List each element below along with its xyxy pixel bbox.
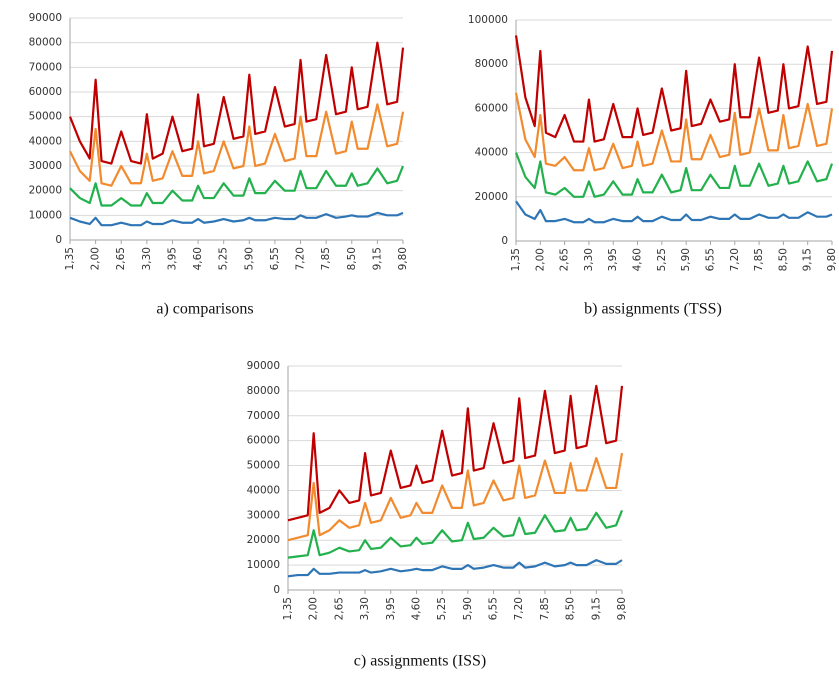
x-tick-label: 2,00 — [308, 597, 320, 620]
x-tick-label: 4,60 — [410, 597, 422, 620]
x-tick-label: 4,60 — [192, 247, 204, 270]
series-line — [287, 509, 624, 559]
x-tick-label: 9,80 — [826, 248, 838, 271]
x-tick-label: 1,35 — [64, 247, 76, 270]
x-tick-label: 3,30 — [141, 247, 153, 270]
y-tick-label: 70000 — [247, 410, 280, 422]
x-tick-label: 7,20 — [513, 597, 525, 620]
x-tick-label: 5,25 — [218, 247, 230, 270]
series-line — [287, 452, 624, 542]
x-tick-label: 2,00 — [534, 248, 546, 271]
x-tick-label: 7,85 — [320, 247, 332, 270]
x-tick-label: 8,50 — [777, 248, 789, 271]
x-tick-label: 8,50 — [565, 597, 577, 620]
y-tick-label: 30000 — [29, 160, 62, 172]
x-tick-label: 7,20 — [729, 248, 741, 271]
x-tick-label: 9,15 — [802, 248, 814, 271]
series-line — [68, 41, 405, 165]
x-tick-label: 6,55 — [488, 597, 500, 620]
series-line — [287, 384, 624, 522]
series-line — [69, 103, 405, 187]
x-tick-label: 6,55 — [704, 248, 716, 271]
x-tick-label: 3,30 — [359, 597, 371, 620]
x-tick-label: 5,25 — [656, 248, 668, 271]
series-line — [514, 35, 834, 143]
series-line — [287, 559, 623, 578]
x-tick-label: 8,50 — [346, 247, 358, 270]
y-tick-label: 20000 — [475, 191, 508, 203]
x-tick-label: 6,55 — [269, 247, 281, 270]
x-tick-label: 9,15 — [590, 597, 602, 620]
series-line — [515, 200, 833, 224]
x-tick-label: 1,35 — [282, 597, 294, 620]
y-tick-label: 80000 — [475, 58, 508, 70]
y-tick-label: 100000 — [468, 14, 508, 26]
y-tick-label: 90000 — [247, 360, 280, 372]
y-tick-label: 10000 — [247, 559, 280, 571]
x-tick-label: 7,85 — [539, 597, 551, 620]
x-tick-label: 2,65 — [115, 247, 127, 270]
series-line — [514, 152, 834, 198]
x-tick-label: 5,90 — [680, 248, 692, 271]
x-tick-label: 4,60 — [632, 248, 644, 271]
x-tick-label: 3,95 — [166, 247, 178, 270]
x-tick-label: 3,30 — [583, 248, 595, 271]
y-tick-label: 0 — [501, 235, 508, 247]
y-tick-label: 50000 — [29, 111, 62, 123]
y-tick-label: 40000 — [29, 135, 62, 147]
y-tick-label: 0 — [273, 584, 280, 596]
x-tick-label: 2,65 — [333, 597, 345, 620]
chart-caption: b) assignments (TSS) — [584, 301, 722, 318]
y-tick-label: 40000 — [475, 147, 508, 159]
y-tick-label: 0 — [55, 234, 62, 246]
y-tick-label: 30000 — [247, 509, 280, 521]
y-tick-label: 80000 — [247, 385, 280, 397]
x-tick-label: 9,80 — [397, 247, 409, 270]
y-tick-label: 70000 — [29, 61, 62, 73]
y-tick-label: 40000 — [247, 484, 280, 496]
y-tick-label: 50000 — [247, 460, 280, 472]
y-tick-label: 80000 — [29, 37, 62, 49]
x-tick-label: 2,65 — [559, 248, 571, 271]
chart-caption: c) assignments (ISS) — [354, 653, 486, 670]
x-tick-label: 9,80 — [616, 597, 628, 620]
series-line — [514, 92, 834, 172]
y-tick-label: 10000 — [29, 209, 62, 221]
x-tick-label: 7,85 — [753, 248, 765, 271]
x-tick-label: 5,90 — [243, 247, 255, 270]
x-tick-label: 5,25 — [436, 597, 448, 620]
y-tick-label: 60000 — [29, 86, 62, 98]
y-tick-label: 20000 — [29, 185, 62, 197]
y-tick-label: 90000 — [29, 12, 62, 24]
x-tick-label: 2,00 — [90, 247, 102, 270]
x-tick-label: 5,90 — [462, 597, 474, 620]
x-tick-label: 9,15 — [371, 247, 383, 270]
x-tick-label: 3,95 — [607, 248, 619, 271]
x-tick-label: 1,35 — [510, 248, 522, 271]
series-line — [69, 211, 404, 227]
series-line — [69, 165, 405, 207]
y-tick-label: 20000 — [247, 534, 280, 546]
y-tick-label: 60000 — [247, 435, 280, 447]
y-tick-label: 60000 — [475, 102, 508, 114]
chart-caption: a) comparisons — [156, 301, 253, 318]
x-tick-label: 3,95 — [385, 597, 397, 620]
x-tick-label: 7,20 — [295, 247, 307, 270]
